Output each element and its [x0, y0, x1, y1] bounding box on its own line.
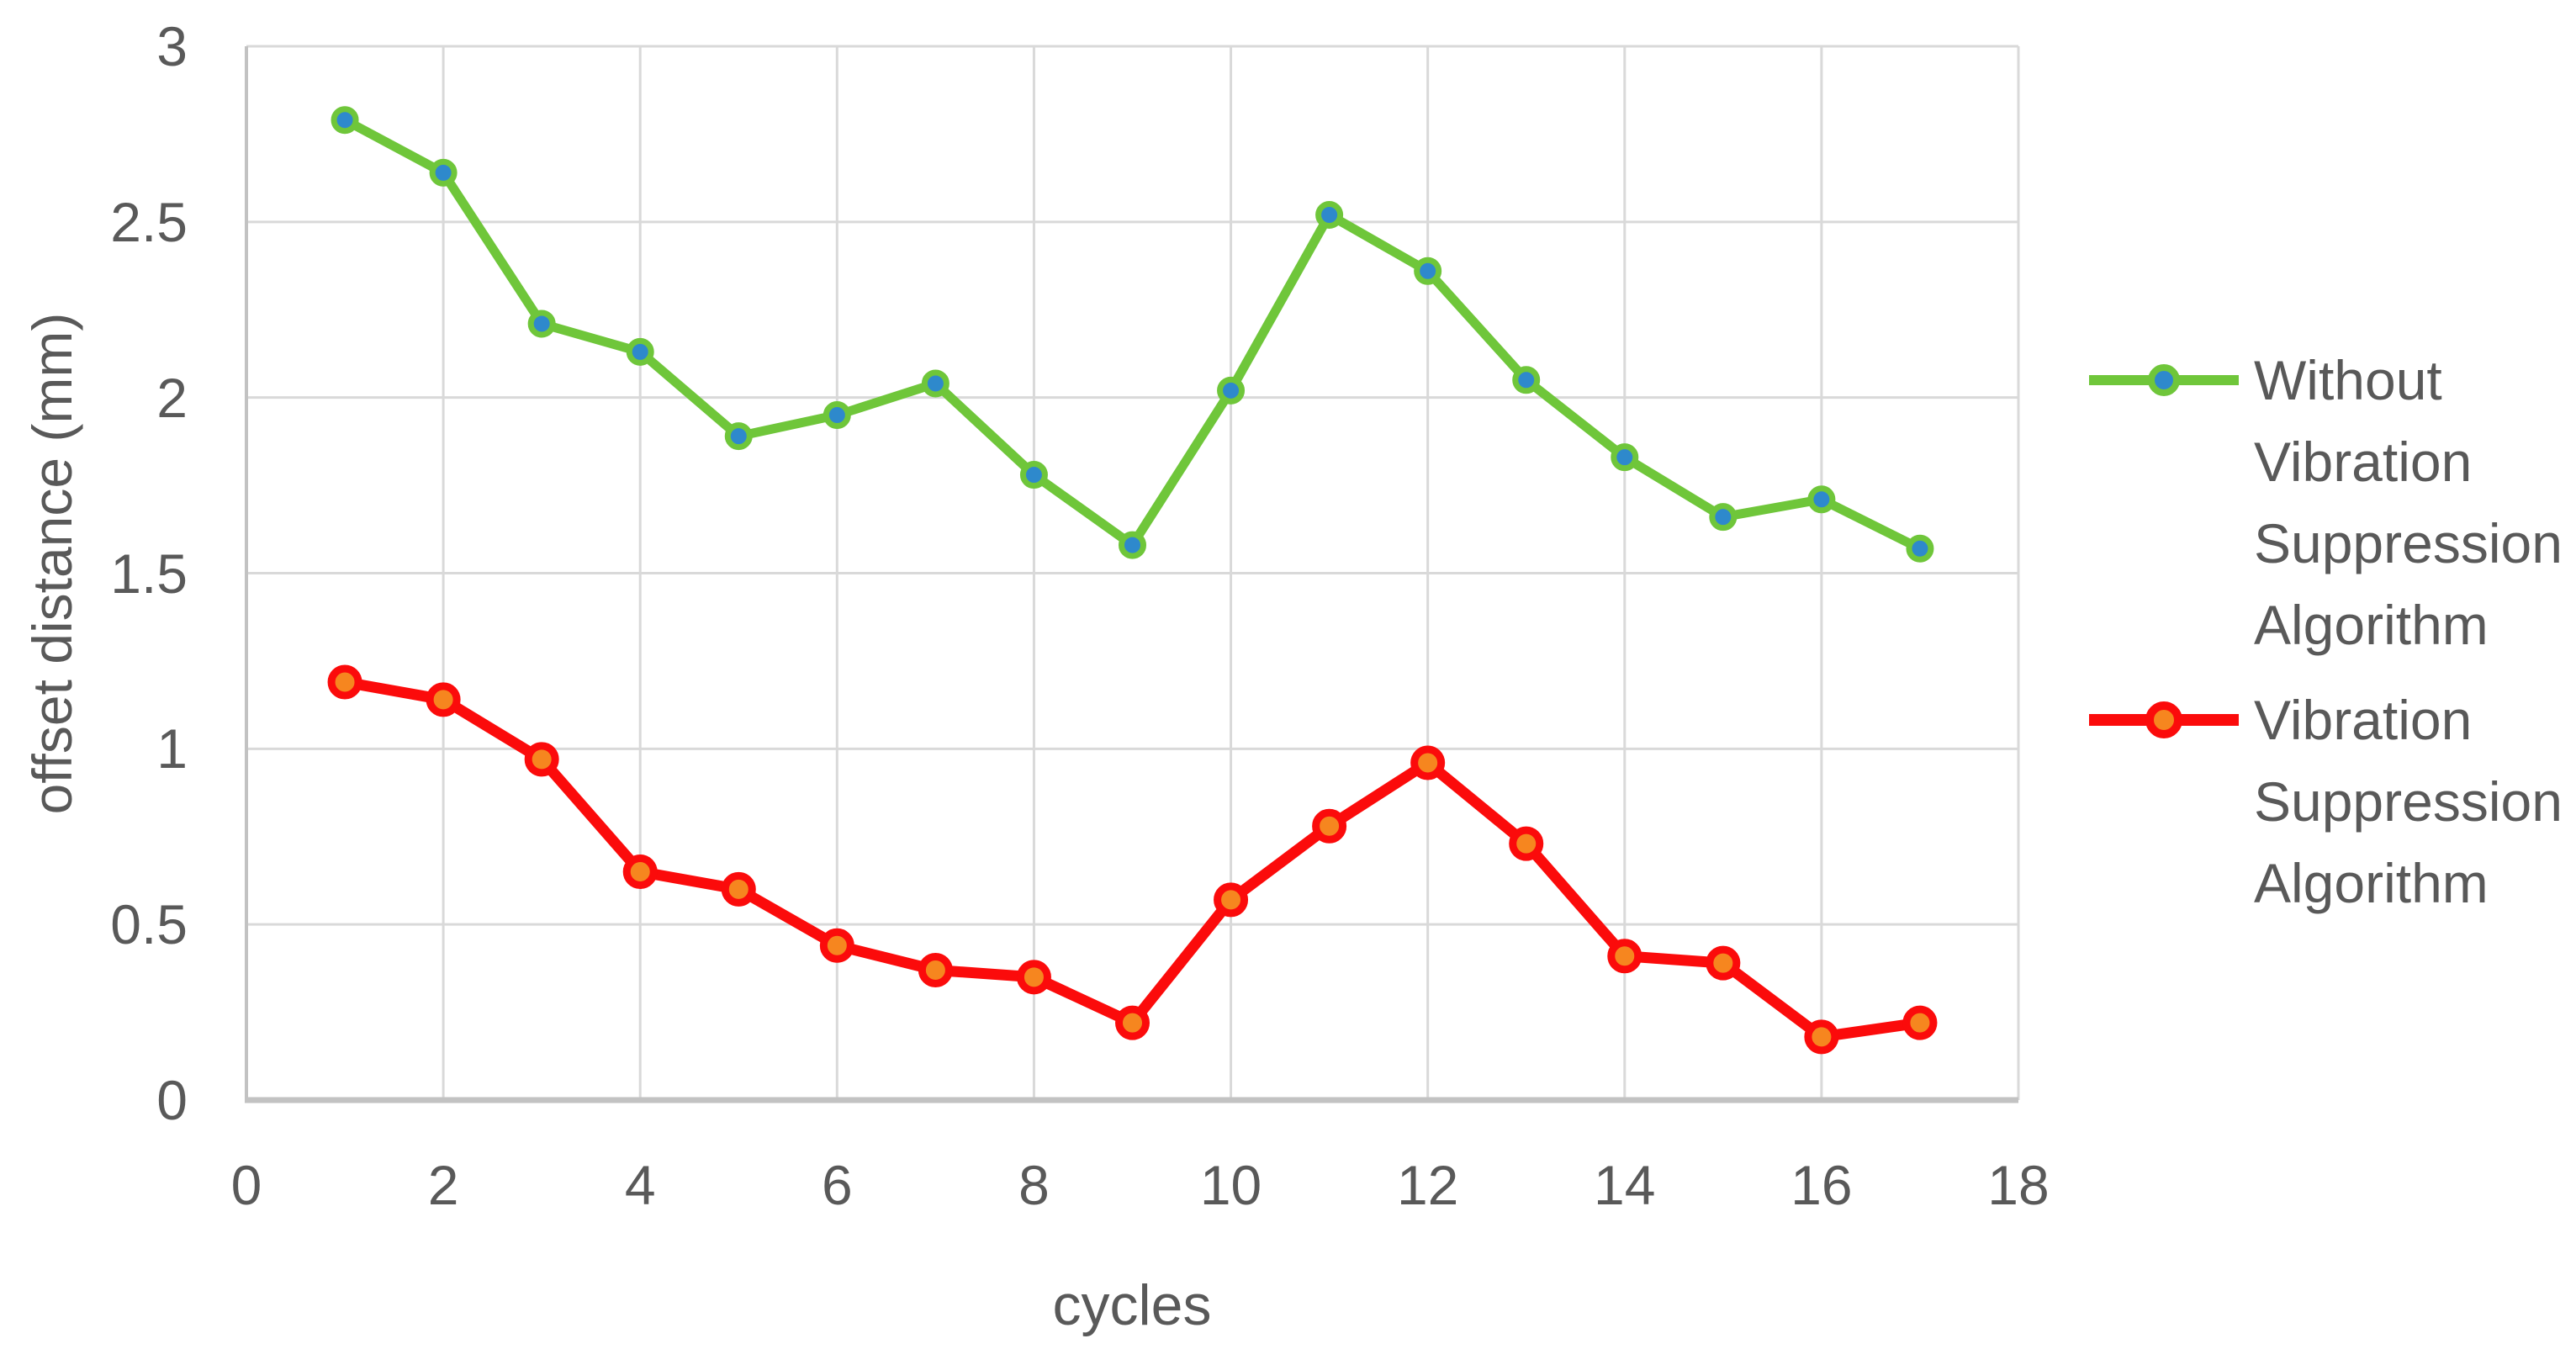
data-point-s0-x8 — [1019, 461, 1048, 489]
x-tick-label-16: 16 — [1791, 1154, 1853, 1216]
y-tick-label-2: 2 — [156, 366, 188, 429]
data-point-s0-x15 — [1709, 503, 1738, 532]
data-point-s1-x10 — [1214, 882, 1249, 918]
data-point-s0-x5 — [724, 422, 753, 451]
data-point-s1-x4 — [622, 854, 658, 890]
x-tick-label-2: 2 — [427, 1154, 459, 1216]
y-tick-label-3: 3 — [156, 15, 188, 77]
data-point-s1-x17 — [1902, 1005, 1938, 1040]
legend-marker-icon-0 — [2148, 364, 2180, 396]
data-point-s1-x11 — [1312, 808, 1347, 844]
x-tick-label-0: 0 — [230, 1154, 262, 1216]
data-point-s0-x6 — [823, 401, 851, 430]
data-point-s0-x1 — [331, 106, 359, 135]
x-tick-label-6: 6 — [821, 1154, 853, 1216]
x-axis-title: cycles — [1052, 1273, 1212, 1337]
data-point-s0-x2 — [429, 158, 458, 187]
data-point-s1-x16 — [1804, 1019, 1839, 1055]
legend-label-1: Vibration Suppression Algorithm — [2254, 680, 2563, 924]
data-point-s1-x13 — [1509, 826, 1544, 861]
data-point-s0-x16 — [1807, 485, 1836, 514]
legend-label-line: Suppression — [2254, 770, 2563, 833]
data-point-s0-x9 — [1119, 531, 1146, 559]
data-point-s0-x10 — [1217, 376, 1246, 405]
x-tick-label-12: 12 — [1396, 1154, 1459, 1216]
legend-label-line: Vibration — [2254, 689, 2473, 751]
data-point-s0-x3 — [527, 310, 556, 338]
legend-label-line: Algorithm — [2254, 594, 2489, 656]
data-point-s1-x14 — [1607, 939, 1642, 974]
data-point-s0-x12 — [1414, 257, 1442, 285]
data-point-s1-x1 — [327, 664, 362, 700]
legend-label-line: Algorithm — [2254, 852, 2489, 914]
legend-entry-1: Vibration Suppression Algorithm — [2084, 680, 2563, 924]
y-axis-title: offset distance (mm) — [21, 312, 83, 815]
data-point-s1-x9 — [1115, 1005, 1150, 1040]
data-point-s1-x8 — [1016, 960, 1051, 995]
y-tick-label-0: 0 — [156, 1069, 188, 1131]
x-tick-label-10: 10 — [1199, 1154, 1262, 1216]
data-point-s1-x12 — [1410, 745, 1446, 780]
data-point-s0-x4 — [626, 337, 654, 366]
y-tick-label-1: 1 — [156, 717, 188, 780]
data-point-s0-x11 — [1315, 200, 1344, 229]
data-point-s1-x2 — [426, 682, 461, 717]
legend-label-line: Suppression — [2254, 512, 2563, 574]
legend-label-line: Without — [2254, 349, 2442, 411]
data-point-s1-x6 — [819, 928, 854, 963]
legend-swatch-0 — [2089, 364, 2239, 396]
x-tick-label-18: 18 — [1987, 1154, 2050, 1216]
data-point-s1-x7 — [918, 952, 953, 987]
legend-label-0: Without Vibration Suppression Algorithm — [2254, 340, 2563, 666]
series-line-1 — [339, 676, 1926, 1043]
data-point-s1-x5 — [721, 871, 756, 907]
x-tick-label-8: 8 — [1018, 1154, 1050, 1216]
y-tick-label-2.5: 2.5 — [110, 190, 188, 253]
y-tick-label-1.5: 1.5 — [110, 542, 188, 605]
x-tick-label-4: 4 — [624, 1154, 656, 1216]
y-tick-label-0.5: 0.5 — [110, 893, 188, 956]
data-point-s1-x15 — [1706, 945, 1741, 981]
data-point-s0-x17 — [1906, 534, 1934, 563]
legend-marker-icon-1 — [2145, 701, 2182, 738]
data-point-s0-x7 — [921, 369, 949, 398]
data-point-s0-x13 — [1512, 366, 1541, 394]
data-point-s0-x14 — [1611, 443, 1639, 472]
x-tick-label-14: 14 — [1594, 1154, 1656, 1216]
data-point-s1-x3 — [524, 742, 559, 777]
legend-swatch-1 — [2089, 701, 2239, 738]
series-line-0 — [340, 115, 1925, 553]
legend-label-line: Vibration — [2254, 431, 2473, 493]
legend: Without Vibration Suppression Algorithm Vibr… — [2084, 340, 2563, 938]
legend-entry-0: Without Vibration Suppression Algorithm — [2084, 340, 2563, 666]
